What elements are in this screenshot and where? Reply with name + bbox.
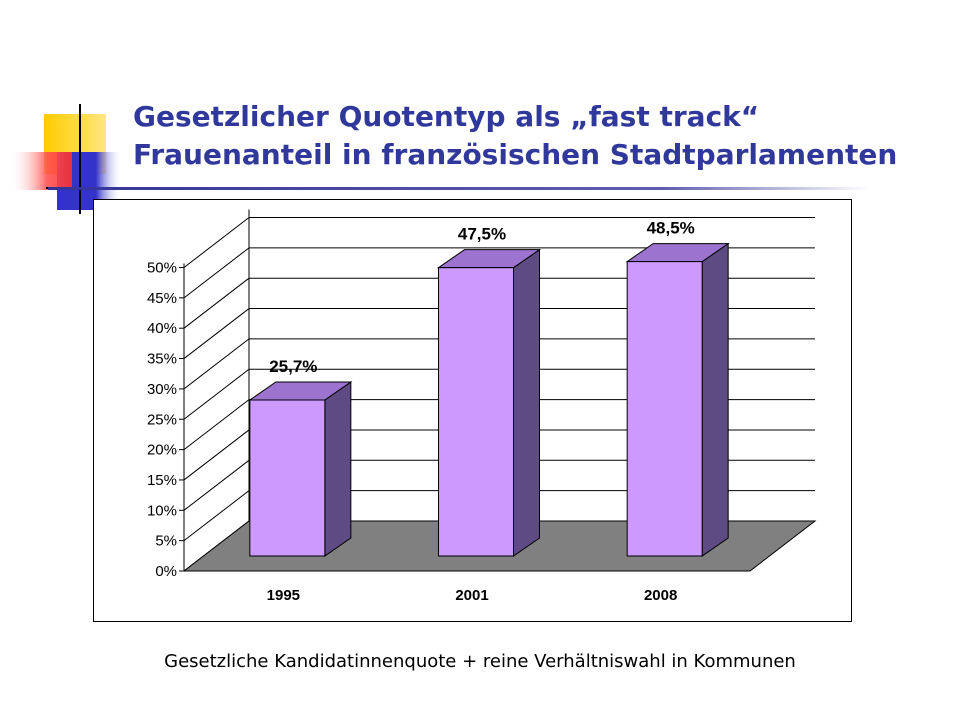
bar-front	[438, 267, 514, 557]
gridline-left	[183, 429, 250, 481]
data-label: 25,7%	[269, 357, 317, 376]
bar-front	[249, 399, 326, 557]
bar-side	[701, 242, 729, 557]
bar-front	[626, 261, 703, 557]
gridline-left	[183, 399, 250, 450]
y-tick-label: 45%	[147, 290, 177, 307]
corner-decoration	[10, 104, 126, 214]
gridline-left	[183, 459, 250, 511]
data-label: 47,5%	[458, 225, 506, 244]
x-tick-label: 2008	[644, 587, 677, 604]
title-line-2: Frauenanteil in französischen Stadtparla…	[133, 138, 898, 171]
gridline-left	[183, 338, 250, 390]
title-underline	[48, 187, 870, 190]
chart-frame: 0% 5% 10% 15% 20% 25% 30% 35% 40% 45% 50% 25,7% 1995…	[93, 199, 852, 622]
gridline-left	[183, 217, 250, 268]
y-tick-label: 25%	[147, 411, 177, 428]
y-tick-label: 15%	[147, 472, 177, 489]
data-label: 48,5%	[647, 219, 695, 238]
gridline-left	[183, 308, 250, 359]
bar-2001	[436, 248, 542, 557]
y-tick-label: 20%	[147, 442, 177, 459]
y-tick-label: 40%	[147, 320, 177, 337]
y-tick-label: 50%	[147, 260, 177, 277]
y-tick-label: 10%	[147, 502, 177, 519]
bar-chart: 0% 5% 10% 15% 20% 25% 30% 35% 40% 45% 50% 25,7% 1995…	[147, 209, 817, 604]
bar-side	[324, 381, 352, 557]
title-line-1: Gesetzlicher Quotentyp als „fast track“	[133, 100, 760, 133]
gridline-left	[183, 247, 250, 299]
deco-red-square	[10, 152, 72, 190]
bar-1995	[248, 381, 353, 557]
x-tick-label: 2001	[455, 587, 488, 604]
y-tick-label: 0%	[155, 563, 177, 580]
y-tick-label: 5%	[155, 533, 177, 550]
bar-side	[513, 248, 540, 557]
bar-2008	[625, 242, 730, 557]
x-tick-label: 1995	[267, 587, 300, 604]
y-tick-label: 35%	[147, 351, 177, 368]
gridline-left	[183, 277, 250, 329]
y-tick-label: 30%	[147, 381, 177, 398]
gridline-left	[183, 368, 250, 420]
slide-caption: Gesetzliche Kandidatinnenquote + reine V…	[164, 651, 796, 672]
slide-title: Gesetzlicher Quotentyp als „fast track“ …	[133, 98, 933, 174]
gridline-left	[183, 490, 250, 542]
